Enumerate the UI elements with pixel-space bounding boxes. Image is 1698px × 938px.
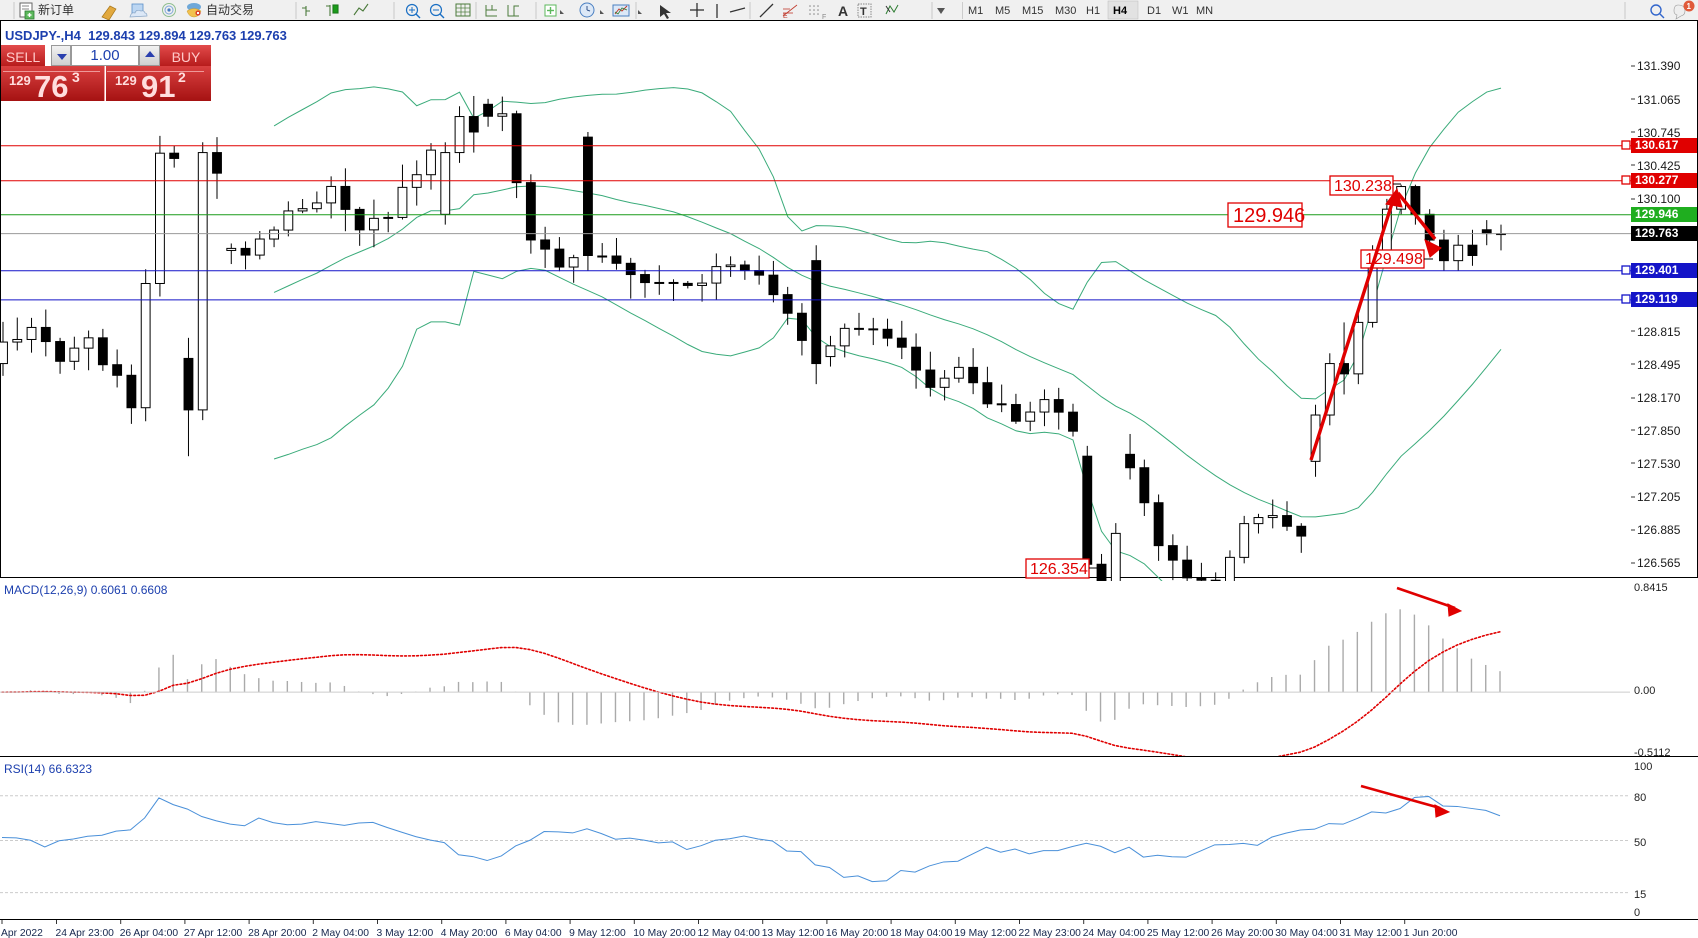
svg-text:126.354: 126.354 — [1030, 561, 1088, 578]
svg-text:126.565: 126.565 — [1637, 556, 1681, 570]
svg-text:2 May 04:00: 2 May 04:00 — [312, 928, 369, 938]
svg-text:10 May 20:00: 10 May 20:00 — [633, 928, 696, 938]
svg-text:9 May 12:00: 9 May 12:00 — [569, 928, 626, 938]
svg-text:1: 1 — [1687, 2, 1692, 11]
svg-text:D1: D1 — [1147, 5, 1161, 17]
svg-text:A: A — [838, 3, 848, 19]
svg-text:26 Apr 04:00: 26 Apr 04:00 — [120, 928, 179, 938]
svg-text:W1: W1 — [1172, 5, 1189, 17]
svg-text:M5: M5 — [995, 5, 1010, 17]
svg-text:130.617: 130.617 — [1635, 138, 1679, 152]
svg-text:131.390: 131.390 — [1637, 59, 1681, 73]
svg-text:129.763: 129.763 — [1635, 226, 1679, 240]
svg-text:127.850: 127.850 — [1637, 424, 1681, 438]
svg-text:4 May 20:00: 4 May 20:00 — [441, 928, 498, 938]
svg-text:MN: MN — [1196, 5, 1213, 17]
svg-text:129.119: 129.119 — [1635, 292, 1678, 306]
svg-text:31 May 12:00: 31 May 12:00 — [1340, 928, 1403, 938]
svg-text:12 May 04:00: 12 May 04:00 — [698, 928, 761, 938]
svg-text:128.815: 128.815 — [1637, 325, 1681, 339]
svg-text:30 May 04:00: 30 May 04:00 — [1275, 928, 1338, 938]
svg-text:130.238: 130.238 — [1334, 178, 1392, 195]
svg-text:M15: M15 — [1022, 5, 1043, 17]
svg-text:127.530: 127.530 — [1637, 457, 1681, 471]
svg-text:M1: M1 — [968, 5, 983, 17]
svg-text:Apr 2022: Apr 2022 — [1, 928, 43, 938]
svg-text:3 May 12:00: 3 May 12:00 — [377, 928, 434, 938]
svg-text:19 May 12:00: 19 May 12:00 — [954, 928, 1017, 938]
svg-text:新订单: 新订单 — [38, 2, 74, 17]
svg-text:1 Jun 20:00: 1 Jun 20:00 — [1404, 928, 1458, 938]
svg-text:126.885: 126.885 — [1637, 523, 1681, 537]
svg-text:24 May 04:00: 24 May 04:00 — [1083, 928, 1146, 938]
svg-text:H1: H1 — [1086, 5, 1100, 17]
svg-text:25 May 12:00: 25 May 12:00 — [1147, 928, 1210, 938]
svg-text:16 May 20:00: 16 May 20:00 — [826, 928, 889, 938]
svg-text:128.170: 128.170 — [1637, 391, 1681, 405]
svg-text:13 May 12:00: 13 May 12:00 — [762, 928, 825, 938]
svg-text:27 Apr 12:00: 27 Apr 12:00 — [184, 928, 243, 938]
svg-text:H4: H4 — [1113, 5, 1128, 17]
svg-text:130.100: 130.100 — [1637, 192, 1681, 206]
svg-text:18 May 04:00: 18 May 04:00 — [890, 928, 953, 938]
svg-text:130.425: 130.425 — [1637, 159, 1681, 173]
svg-text:127.205: 127.205 — [1637, 490, 1681, 504]
svg-text:22 May 23:00: 22 May 23:00 — [1019, 928, 1082, 938]
svg-text:130.277: 130.277 — [1635, 173, 1679, 187]
svg-text:26 May 20:00: 26 May 20:00 — [1211, 928, 1274, 938]
svg-text:28 Apr 20:00: 28 Apr 20:00 — [248, 928, 307, 938]
svg-text:129.946: 129.946 — [1635, 207, 1679, 221]
svg-text:131.065: 131.065 — [1637, 93, 1681, 107]
svg-text:129.401: 129.401 — [1635, 263, 1679, 277]
svg-text:E: E — [783, 13, 788, 20]
svg-text:129.946: 129.946 — [1233, 205, 1305, 227]
svg-text:T: T — [860, 6, 867, 18]
svg-text:M30: M30 — [1055, 5, 1076, 17]
svg-text:自动交易: 自动交易 — [206, 2, 254, 17]
svg-text:128.495: 128.495 — [1637, 358, 1681, 372]
svg-text:24 Apr 23:00: 24 Apr 23:00 — [56, 928, 115, 938]
svg-text:6 May 04:00: 6 May 04:00 — [505, 928, 562, 938]
